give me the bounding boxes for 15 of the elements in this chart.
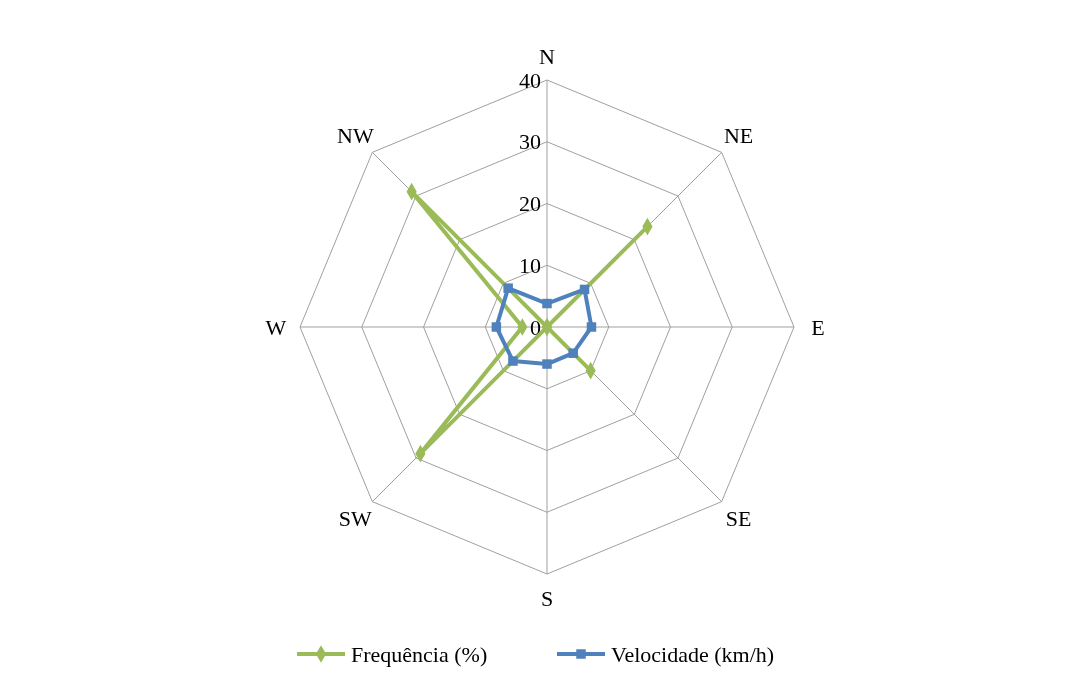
spoke-label: N [539,43,556,69]
spoke-label: NW [337,123,374,149]
spoke-label: SW [338,506,373,532]
spoke-label: SE [725,506,752,532]
legend-label: Velocidade (km/h) [611,641,775,667]
y-tick-label: 20 [519,191,541,217]
y-tick-label: 40 [519,67,541,93]
legend-label: Frequência (%) [351,641,488,667]
spoke-label: NE [723,123,754,149]
y-tick-label: 30 [519,129,541,155]
spoke-label: S [540,585,554,611]
y-tick-label: 0 [530,314,541,340]
spoke-label: W [265,314,287,340]
spoke-label: E [811,314,825,340]
y-tick-label: 10 [519,252,541,278]
